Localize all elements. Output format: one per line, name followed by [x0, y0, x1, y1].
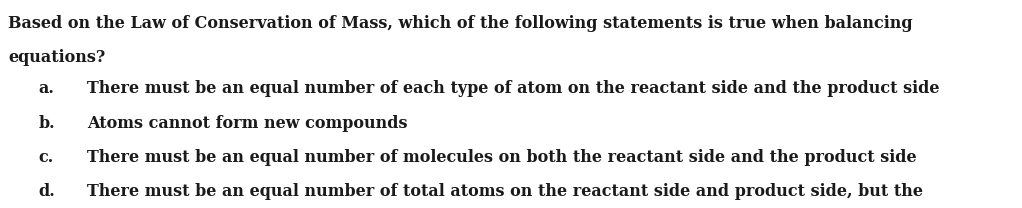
Text: d.: d.: [39, 183, 55, 201]
Text: There must be an equal number of total atoms on the reactant side and product si: There must be an equal number of total a…: [87, 183, 923, 201]
Text: a.: a.: [39, 80, 55, 98]
Text: equations?: equations?: [8, 49, 105, 66]
Text: There must be an equal number of each type of atom on the reactant side and the : There must be an equal number of each ty…: [87, 80, 939, 98]
Text: b.: b.: [39, 115, 55, 132]
Text: There must be an equal number of molecules on both the reactant side and the pro: There must be an equal number of molecul…: [87, 149, 917, 166]
Text: Atoms cannot form new compounds: Atoms cannot form new compounds: [87, 115, 408, 132]
Text: c.: c.: [39, 149, 54, 166]
Text: Based on the Law of Conservation of Mass, which of the following statements is t: Based on the Law of Conservation of Mass…: [8, 15, 913, 32]
